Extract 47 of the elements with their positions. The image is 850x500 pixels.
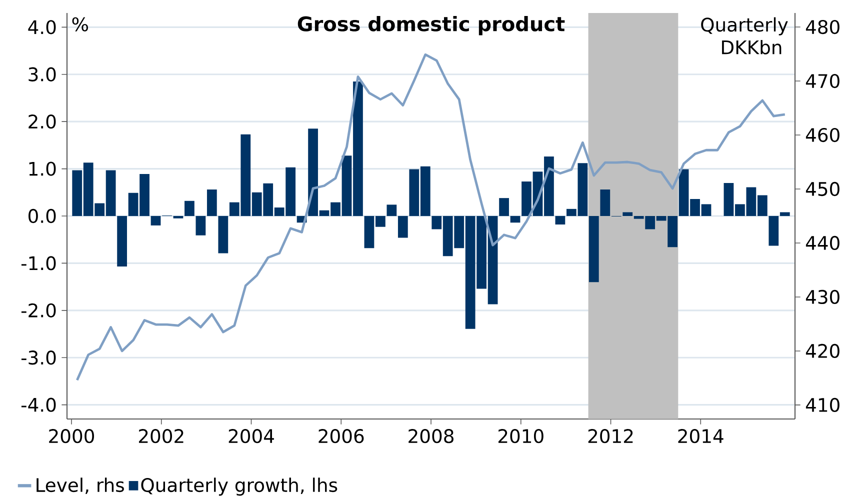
y-axis-title: %: [72, 17, 88, 32]
bar: [510, 216, 520, 223]
bar: [555, 216, 566, 224]
y2-tick-label: 430: [806, 290, 840, 304]
y2-tick-label: 460: [806, 128, 840, 142]
y-tick-label: -2.0: [21, 303, 56, 318]
y2-tick-label: 450: [806, 182, 840, 196]
y-tick-label: -1.0: [21, 256, 56, 270]
bar: [398, 216, 408, 238]
x-tick-label: 2002: [138, 429, 184, 444]
y2-tick-label: 410: [806, 398, 840, 412]
bar: [218, 216, 228, 254]
y-tick-label: 3.0: [28, 67, 56, 82]
bar: [600, 190, 610, 216]
x-tick-label: 2004: [228, 429, 274, 444]
bar: [386, 204, 397, 216]
chart-title: Gross domestic product: [298, 16, 565, 36]
y2-tick-label: 470: [806, 74, 840, 88]
y-tick-label: -4.0: [21, 398, 56, 412]
legend-label: Quarterly growth, lhs: [141, 478, 338, 496]
x-tick-label: 2000: [49, 429, 94, 444]
bar: [588, 216, 599, 282]
x-tick-label: 2008: [408, 429, 454, 444]
y2-tick-label: 480: [806, 20, 840, 34]
bar: [117, 216, 127, 267]
y-tick-label: 1.0: [29, 162, 56, 176]
bar: [196, 216, 206, 236]
y2-tick-label: 420: [806, 344, 840, 358]
line-series: [76, 53, 786, 382]
bar: [206, 190, 217, 216]
y-tick-label: 2.0: [28, 114, 56, 129]
y-tick-label: -3.0: [21, 350, 56, 365]
x-tick-label: 2014: [678, 429, 724, 444]
x-tick-label: 2010: [498, 429, 544, 444]
y-tick-label: 4.0: [28, 20, 56, 34]
y2-axis-title: Quarterly DKKbn: [701, 17, 788, 54]
bar: [622, 212, 633, 216]
bar: [499, 198, 509, 216]
bar: [768, 216, 779, 246]
y-tick-label: 0.0: [28, 208, 56, 224]
x-tick-label: 2012: [588, 429, 633, 444]
legend-label: Level, rhs: [36, 478, 124, 494]
x-tick-label: 2006: [318, 429, 364, 444]
bar: [780, 212, 790, 216]
bar: [150, 216, 161, 226]
bar: [184, 200, 194, 216]
y2-tick-label: 440: [806, 236, 840, 250]
